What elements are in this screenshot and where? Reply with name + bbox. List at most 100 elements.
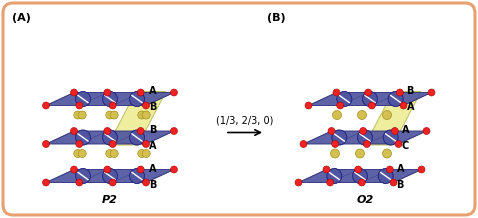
Circle shape bbox=[355, 166, 362, 173]
Circle shape bbox=[171, 89, 177, 96]
Circle shape bbox=[142, 179, 150, 186]
Polygon shape bbox=[304, 131, 426, 144]
Circle shape bbox=[137, 89, 144, 96]
Circle shape bbox=[332, 140, 339, 148]
Circle shape bbox=[395, 140, 402, 148]
Circle shape bbox=[300, 140, 307, 148]
Circle shape bbox=[365, 89, 372, 96]
Text: P2: P2 bbox=[102, 195, 118, 205]
Circle shape bbox=[70, 128, 77, 135]
Circle shape bbox=[76, 179, 83, 186]
Circle shape bbox=[327, 169, 342, 184]
Circle shape bbox=[78, 111, 86, 119]
Circle shape bbox=[391, 128, 398, 135]
Polygon shape bbox=[308, 92, 432, 106]
Circle shape bbox=[109, 179, 116, 186]
Text: B: B bbox=[149, 179, 156, 189]
Circle shape bbox=[76, 169, 90, 184]
Circle shape bbox=[138, 150, 146, 157]
Circle shape bbox=[106, 150, 114, 157]
Circle shape bbox=[382, 111, 391, 119]
Text: B: B bbox=[149, 102, 156, 112]
Circle shape bbox=[76, 130, 90, 145]
Circle shape bbox=[142, 150, 150, 157]
Circle shape bbox=[102, 92, 118, 107]
Text: (A): (A) bbox=[12, 13, 31, 23]
Circle shape bbox=[330, 149, 339, 158]
Circle shape bbox=[137, 128, 144, 135]
Polygon shape bbox=[46, 170, 174, 182]
Circle shape bbox=[352, 169, 368, 184]
Circle shape bbox=[70, 166, 77, 173]
Text: (B): (B) bbox=[267, 13, 286, 23]
Circle shape bbox=[43, 179, 50, 186]
Circle shape bbox=[333, 111, 341, 119]
Polygon shape bbox=[46, 92, 174, 106]
Circle shape bbox=[70, 89, 77, 96]
Text: B: B bbox=[149, 125, 156, 135]
Polygon shape bbox=[365, 92, 421, 145]
Circle shape bbox=[76, 102, 83, 109]
Text: A: A bbox=[149, 164, 156, 174]
Circle shape bbox=[378, 169, 393, 184]
FancyBboxPatch shape bbox=[3, 3, 475, 215]
Circle shape bbox=[390, 179, 397, 186]
Circle shape bbox=[326, 179, 334, 186]
Circle shape bbox=[369, 102, 375, 109]
Circle shape bbox=[337, 102, 344, 109]
Circle shape bbox=[104, 89, 111, 96]
Polygon shape bbox=[298, 170, 422, 182]
Circle shape bbox=[171, 128, 177, 135]
Text: C: C bbox=[402, 141, 409, 151]
Text: B: B bbox=[406, 87, 414, 97]
Circle shape bbox=[104, 128, 111, 135]
Circle shape bbox=[400, 102, 407, 109]
Text: B: B bbox=[396, 179, 404, 189]
Circle shape bbox=[428, 89, 435, 96]
Circle shape bbox=[382, 149, 391, 158]
Circle shape bbox=[43, 102, 50, 109]
Circle shape bbox=[109, 102, 116, 109]
Circle shape bbox=[142, 102, 150, 109]
Circle shape bbox=[358, 179, 365, 186]
Circle shape bbox=[78, 150, 86, 157]
Text: A: A bbox=[396, 164, 404, 174]
Circle shape bbox=[305, 102, 312, 109]
Circle shape bbox=[74, 150, 82, 157]
Text: O2: O2 bbox=[357, 195, 374, 205]
Circle shape bbox=[110, 150, 118, 157]
Circle shape bbox=[418, 166, 425, 173]
Circle shape bbox=[295, 179, 302, 186]
Circle shape bbox=[358, 111, 367, 119]
Circle shape bbox=[423, 128, 430, 135]
Circle shape bbox=[109, 140, 116, 148]
Text: A: A bbox=[406, 102, 414, 112]
Circle shape bbox=[104, 166, 111, 173]
Circle shape bbox=[130, 130, 144, 145]
Circle shape bbox=[130, 92, 144, 107]
Circle shape bbox=[323, 166, 330, 173]
Circle shape bbox=[74, 111, 82, 119]
Circle shape bbox=[388, 92, 403, 107]
Circle shape bbox=[76, 140, 83, 148]
Circle shape bbox=[76, 92, 90, 107]
Polygon shape bbox=[46, 131, 174, 144]
Circle shape bbox=[137, 166, 144, 173]
Circle shape bbox=[138, 111, 146, 119]
Text: A: A bbox=[402, 125, 409, 135]
Circle shape bbox=[130, 169, 144, 184]
Circle shape bbox=[337, 92, 352, 107]
Text: (1/3, 2/3, 0): (1/3, 2/3, 0) bbox=[217, 116, 274, 126]
Circle shape bbox=[328, 128, 335, 135]
Circle shape bbox=[356, 149, 365, 158]
Circle shape bbox=[359, 128, 367, 135]
Circle shape bbox=[333, 89, 340, 96]
Circle shape bbox=[102, 169, 118, 184]
Circle shape bbox=[396, 89, 403, 96]
Circle shape bbox=[142, 111, 150, 119]
Circle shape bbox=[106, 111, 114, 119]
Circle shape bbox=[43, 140, 50, 148]
Circle shape bbox=[171, 166, 177, 173]
Circle shape bbox=[332, 130, 347, 145]
Circle shape bbox=[358, 130, 372, 145]
